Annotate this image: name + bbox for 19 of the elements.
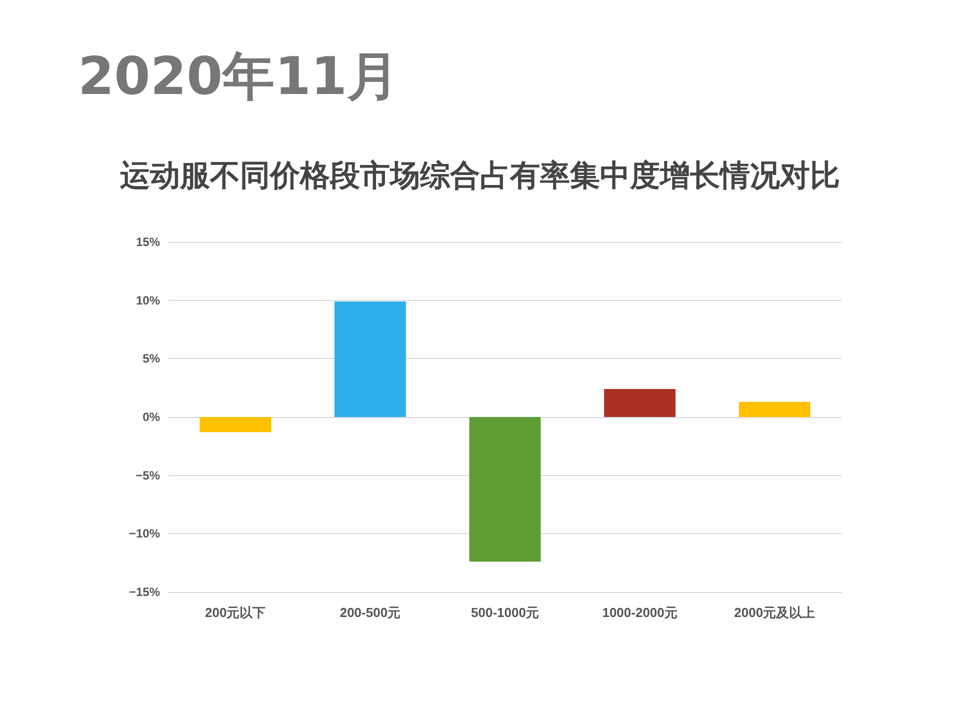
y-tick-label: 10%	[136, 293, 160, 308]
y-tick-label: 0%	[142, 410, 160, 424]
y-tick-label: 15%	[136, 235, 160, 249]
x-tick-label: 200元以下	[205, 605, 266, 620]
y-tick-label: 5%	[142, 352, 160, 366]
x-tick-label: 200-500元	[340, 605, 401, 620]
bar	[738, 402, 810, 417]
x-tick-label: 500-1000元	[471, 605, 539, 620]
x-tick-label: 1000-2000元	[602, 605, 678, 620]
bar	[469, 417, 541, 562]
chart-title: 2020年11月	[78, 47, 400, 107]
x-tick-label: 2000元及以上	[734, 605, 816, 620]
chart-subtitle: 运动服不同价格段市场综合占有率集中度增长情况对比	[119, 158, 840, 194]
y-tick-label: −15%	[128, 585, 160, 599]
bar	[604, 389, 676, 417]
y-tick-label: −10%	[128, 526, 160, 541]
y-tick-label: −5%	[136, 468, 160, 482]
bar	[200, 417, 272, 432]
bar	[334, 302, 406, 417]
